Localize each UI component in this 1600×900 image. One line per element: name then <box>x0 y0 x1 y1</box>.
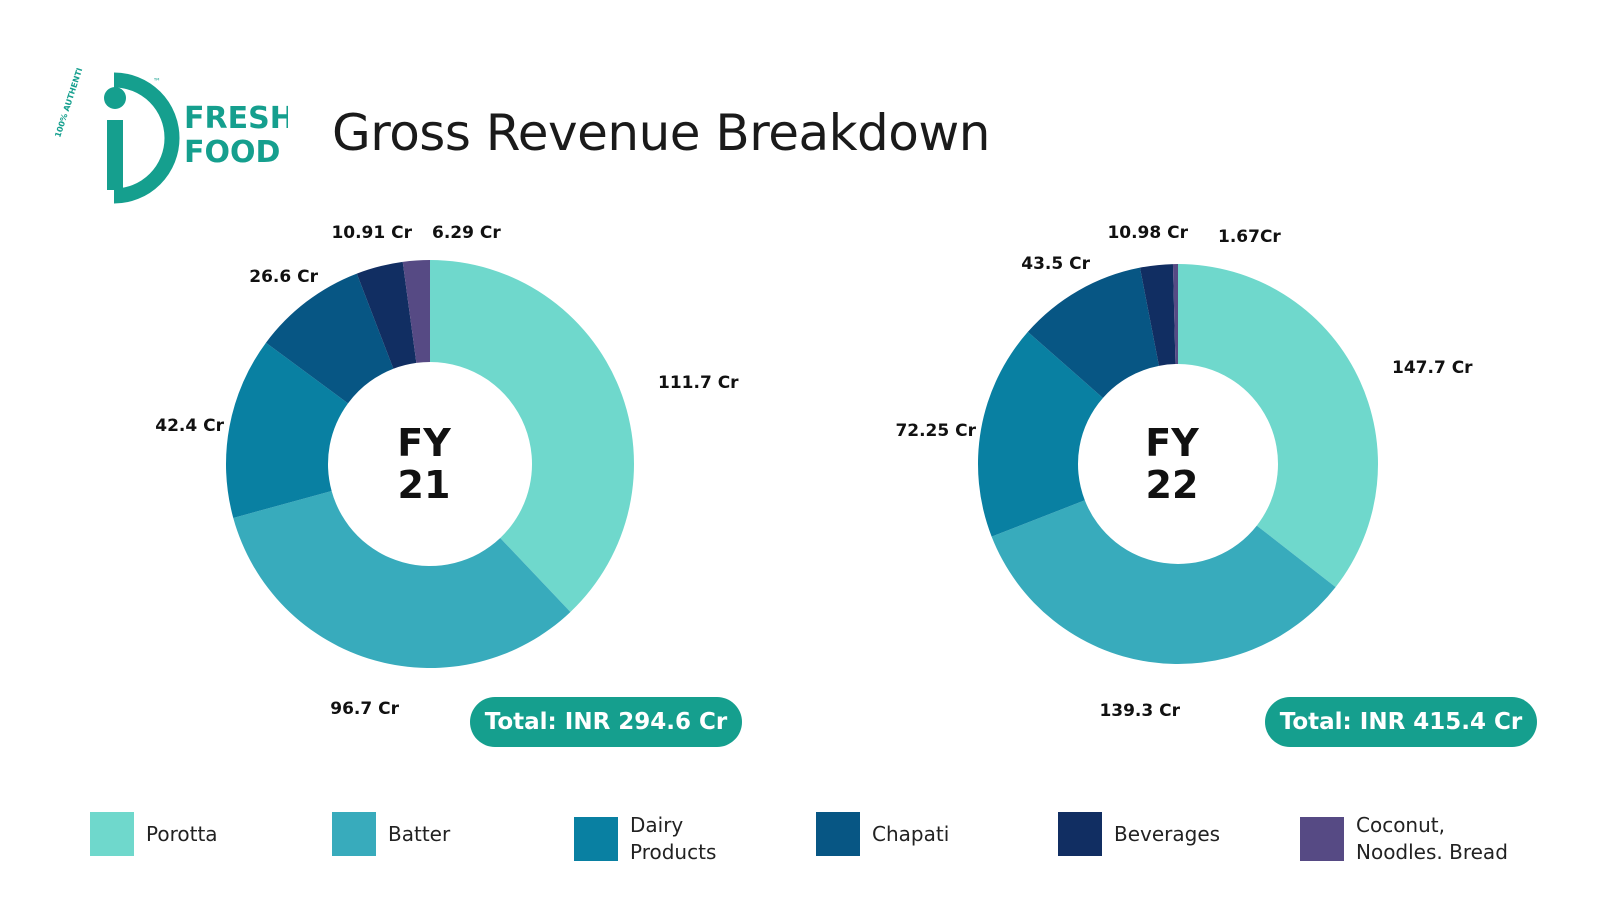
logo-text-fresh: FRESH <box>184 101 288 136</box>
donut-chart-fy22: 147.7 Cr 139.3 Cr 72.25 Cr 43.5 Cr 10.98 Cr 1… <box>895 223 1473 721</box>
slice-fy21-chapati <box>265 273 394 404</box>
legend-item-chapati: Chapati <box>816 812 949 856</box>
legend-label-dairy-products: Dairy Products <box>630 813 717 864</box>
value-label-fy21-chapati: 26.6 Cr <box>249 267 318 287</box>
brand-logo: 100% AUTHENTIC ™ FRESH FOOD <box>48 61 295 204</box>
legend-label-beverages: Beverages <box>1114 821 1221 846</box>
slice-fy22-chapati <box>1027 267 1159 398</box>
slice-fy22-porotta <box>1178 264 1378 588</box>
slice-fy22-dairy-products <box>977 331 1103 537</box>
legend: Porotta Batter Dairy Products Chapati Be… <box>90 812 1570 876</box>
value-label-fy22-batter: 139.3 Cr <box>1099 701 1180 721</box>
legend-swatch-beverages <box>1058 812 1102 856</box>
value-label-fy22-beverages: 10.98 Cr <box>1107 223 1188 243</box>
slice-fy22-coconut-noodles-bread <box>1172 264 1178 365</box>
total-badge-fy21: Total: INR 294.6 Cr <box>470 697 742 747</box>
value-label-fy21-beverages: 10.91 Cr <box>331 223 412 243</box>
value-label-fy22-dairy-products: 72.25 Cr <box>895 421 976 441</box>
legend-item-porotta: Porotta <box>90 812 218 856</box>
center-label-fy22-line1: FY <box>1145 421 1199 465</box>
value-label-fy21-dairy-products: 42.4 Cr <box>155 416 224 436</box>
legend-item-coconut-noodles-bread: Coconut, Noodles. Bread <box>1300 812 1508 866</box>
slice-fy22-batter <box>991 500 1336 664</box>
slice-fy21-coconut-noodles-bread <box>402 260 430 363</box>
donut-chart-fy21: 111.7 Cr 96.7 Cr 42.4 Cr 26.6 Cr 10.91 Cr 6.2… <box>155 223 739 719</box>
legend-swatch-dairy-products <box>574 817 618 861</box>
slice-fy21-beverages <box>356 261 417 369</box>
legend-swatch-chapati <box>816 812 860 856</box>
logo-text-food: FOOD <box>184 135 280 170</box>
legend-label-chapati: Chapati <box>872 821 950 846</box>
legend-label-porotta: Porotta <box>146 821 218 846</box>
slice-fy22-beverages <box>1139 264 1176 366</box>
value-label-fy22-chapati: 43.5 Cr <box>1021 254 1090 274</box>
value-label-fy21-porotta: 111.7 Cr <box>658 373 739 393</box>
legend-label-batter: Batter <box>388 821 451 846</box>
slice-fy21-dairy-products <box>226 342 348 518</box>
center-label-fy22-line2: 22 <box>1146 463 1199 507</box>
legend-label-coconut-noodles-bread: Coconut, Noodles. Bread <box>1356 813 1508 864</box>
legend-swatch-porotta <box>90 812 134 856</box>
slice-fy21-porotta <box>430 260 634 612</box>
legend-item-batter: Batter <box>332 812 450 856</box>
legend-item-beverages: Beverages <box>1058 812 1220 856</box>
value-label-fy21-coconut-noodles-bread: 6.29 Cr <box>432 223 501 243</box>
slice-fy21-batter <box>233 490 571 668</box>
legend-swatch-coconut-noodles-bread <box>1300 817 1344 861</box>
value-label-fy22-porotta: 147.7 Cr <box>1392 358 1473 378</box>
logo-tm: ™ <box>153 77 161 86</box>
legend-item-dairy-products: Dairy Products <box>574 812 716 866</box>
legend-swatch-batter <box>332 812 376 856</box>
total-badge-fy22: Total: INR 415.4 Cr <box>1265 697 1537 747</box>
value-label-fy22-coconut-noodles-bread: 1.67Cr <box>1218 227 1281 247</box>
center-label-fy21-line1: FY <box>397 421 451 465</box>
value-label-fy21-batter: 96.7 Cr <box>330 699 399 719</box>
page-title: Gross Revenue Breakdown <box>332 104 990 162</box>
logo-graphic: 100% AUTHENTIC ™ FRESH FOOD <box>53 61 295 204</box>
center-label-fy21-line2: 21 <box>398 463 451 507</box>
